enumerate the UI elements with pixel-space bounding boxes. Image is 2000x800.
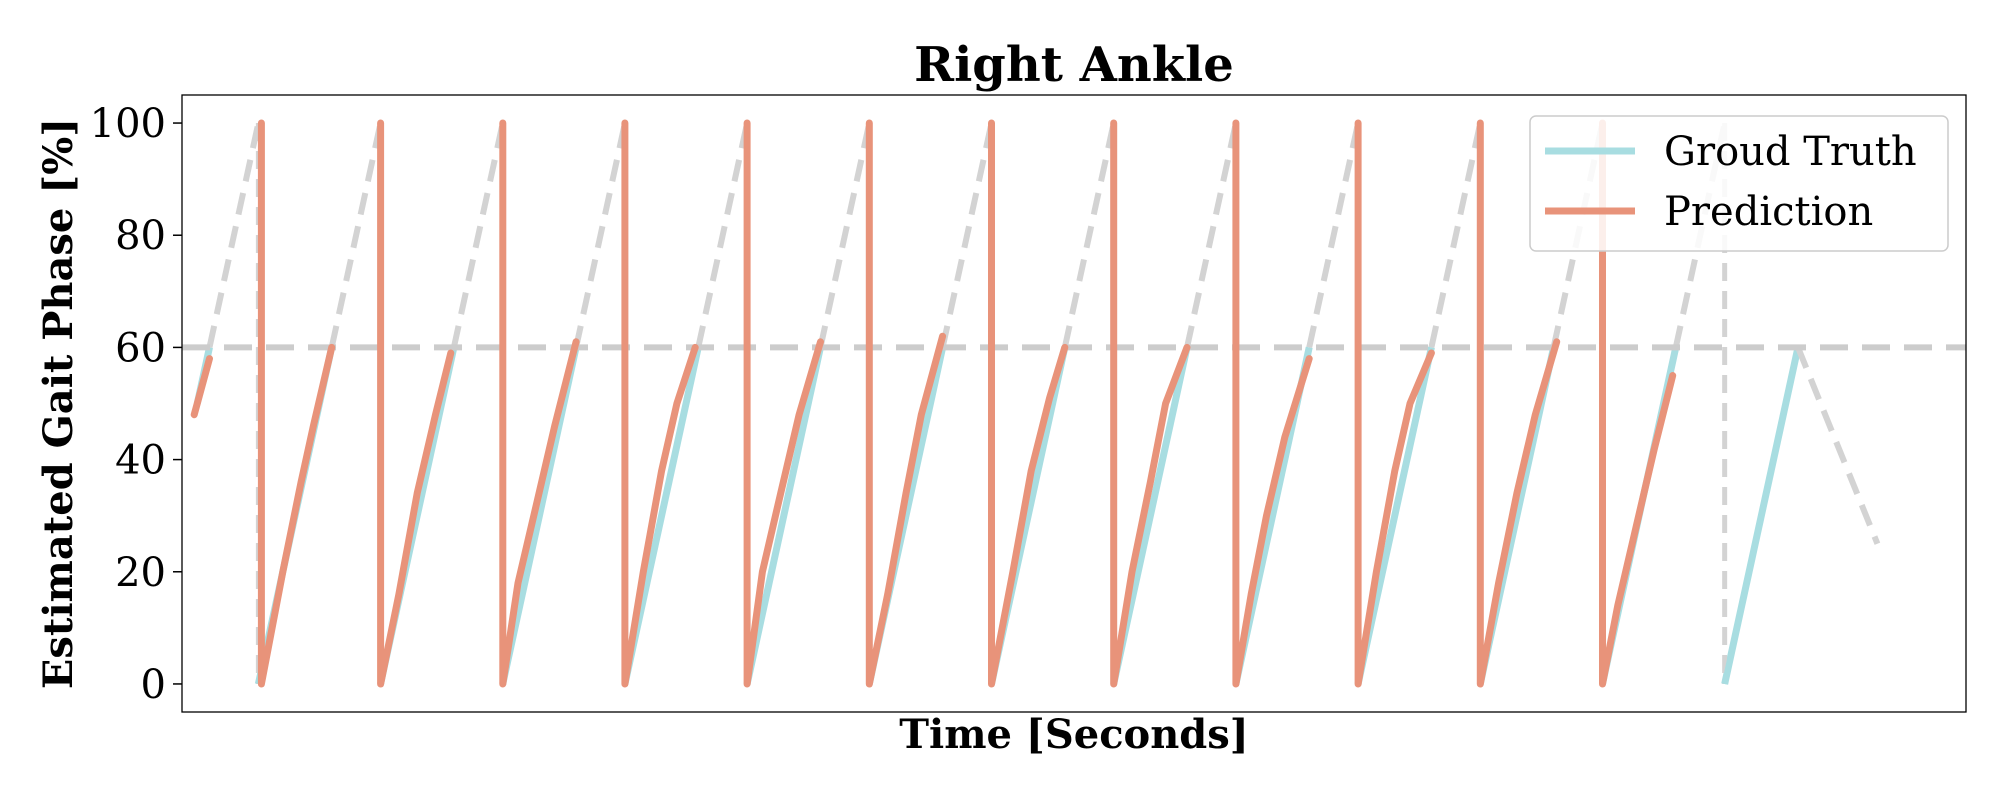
prediction-segment-5 xyxy=(743,119,824,688)
ground-truth-swing-13 xyxy=(1795,346,1881,545)
prediction-segment-12 xyxy=(1599,119,1677,688)
y-tick-label-60: 60 xyxy=(115,325,166,371)
ground-truth-segment-13 xyxy=(1721,346,1802,685)
ground-truth-swing-1 xyxy=(328,122,384,349)
prediction-segment-10 xyxy=(1354,119,1435,688)
y-axis-label: Estimated Gait Phase [%] xyxy=(35,118,82,689)
prediction-segment-8 xyxy=(1110,119,1191,688)
prediction-layer xyxy=(190,119,1677,688)
prediction-segment-1 xyxy=(257,119,336,688)
prediction-segment-0 xyxy=(190,355,213,419)
y-tick-label-100: 100 xyxy=(90,101,166,147)
prediction-segment-6 xyxy=(865,119,947,688)
ground-truth-swing-6 xyxy=(939,122,995,349)
prediction-segment-7 xyxy=(988,119,1069,688)
ground-truth-swing-2 xyxy=(450,122,506,349)
y-tick-label-0: 0 xyxy=(141,662,166,708)
y-axis-ticks: 0 20 40 60 80 100 xyxy=(90,101,182,708)
prediction-segment-2 xyxy=(377,119,455,688)
prediction-segment-3 xyxy=(499,119,580,688)
chart-title: Right Ankle xyxy=(914,37,1234,93)
legend-label-ground-truth: Groud Truth xyxy=(1664,129,1917,175)
prediction-segment-9 xyxy=(1232,119,1313,688)
ground-truth-swing-5 xyxy=(817,122,873,349)
ground-truth-swing-3 xyxy=(573,122,628,349)
y-tick-label-40: 40 xyxy=(115,438,166,484)
ground-truth-swing-8 xyxy=(1184,122,1239,349)
ground-truth-swing-4 xyxy=(695,122,751,349)
ground-truth-swing-7 xyxy=(1061,122,1117,349)
ground-truth-swing-10 xyxy=(1428,122,1484,349)
y-tick-label-20: 20 xyxy=(115,550,166,596)
ground-truth-segment-5 xyxy=(743,346,824,685)
plot-frame xyxy=(181,94,1967,713)
x-axis-label: Time [Seconds] xyxy=(899,711,1248,758)
prediction-segment-11 xyxy=(1476,119,1561,688)
legend: Groud Truth Prediction xyxy=(1529,115,1949,252)
ground-truth-swing-0 xyxy=(206,122,262,349)
legend-label-prediction: Prediction xyxy=(1664,189,1873,235)
y-tick-label-80: 80 xyxy=(115,213,166,259)
ground-truth-reset-12 xyxy=(1721,649,1735,685)
prediction-segment-4 xyxy=(621,119,699,688)
ground-truth-swing-9 xyxy=(1306,122,1362,349)
